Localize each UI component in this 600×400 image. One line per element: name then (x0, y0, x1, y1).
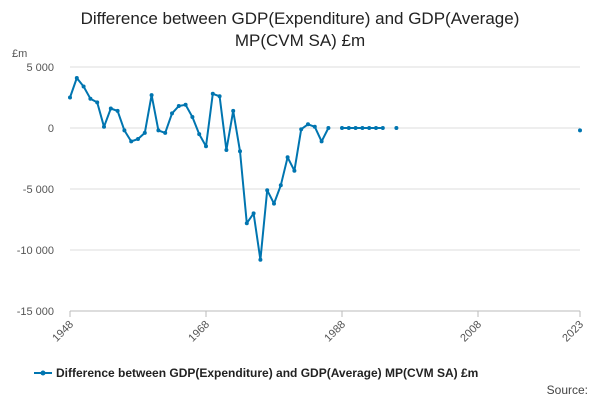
data-point (340, 126, 344, 130)
data-point (115, 108, 120, 113)
data-point (367, 126, 372, 130)
data-point (360, 126, 365, 130)
y-tick-label: 5 000 (26, 62, 54, 74)
x-tick-label: 1948 (50, 319, 76, 345)
data-point (285, 155, 290, 160)
data-point (129, 139, 134, 144)
y-tick-label: -15 000 (17, 306, 54, 318)
data-point (163, 130, 168, 135)
x-tick-label: 1968 (186, 319, 212, 345)
data-point (306, 122, 310, 127)
data-point (258, 257, 263, 262)
data-point (292, 168, 297, 173)
chart-title-line-1: Difference between GDP(Expenditure) and … (80, 9, 520, 28)
data-point (210, 91, 215, 96)
data-point (278, 183, 283, 188)
x-axis: 1948 1968 1988 2008 2023 (50, 310, 586, 345)
data-point (380, 126, 385, 130)
data-point (238, 149, 242, 154)
x-tick-label: 2023 (560, 319, 586, 345)
data-point (122, 128, 127, 133)
y-tick-label: -10 000 (17, 245, 54, 257)
legend[interactable]: Difference between GDP(Expenditure) and … (34, 366, 478, 380)
data-point (149, 93, 154, 98)
data-point (394, 126, 399, 130)
data-point (231, 108, 236, 113)
gridlines (70, 66, 580, 312)
legend-label: Difference between GDP(Expenditure) and … (56, 366, 479, 380)
data-point (183, 102, 188, 107)
chart-title-line-2: MP(CVM SA) £m (234, 31, 366, 50)
data-point (81, 84, 86, 89)
data-point (108, 106, 113, 111)
series-line (69, 77, 330, 261)
source-label: Source: (546, 383, 588, 397)
x-tick-label: 1988 (322, 319, 348, 345)
data-point (272, 201, 276, 206)
data-point (142, 130, 147, 135)
data-point (326, 126, 331, 130)
data-point (176, 104, 181, 108)
data-point (244, 221, 249, 226)
data-point (68, 95, 72, 100)
y-tick-label: 0 (48, 123, 54, 135)
y-axis-ticks: 5 000 0 -5 000 -10 000 -15 000 (17, 62, 54, 318)
y-tick-label: -5 000 (23, 184, 54, 196)
data-point (353, 126, 358, 130)
data-point (312, 124, 317, 129)
data-point (299, 127, 304, 132)
data-point (88, 96, 93, 101)
legend-line-marker (34, 370, 52, 376)
data-point (346, 126, 351, 130)
data-point (578, 128, 582, 133)
data-point (204, 144, 208, 149)
data-point (190, 115, 195, 119)
data-point (170, 111, 174, 116)
series-group (68, 76, 582, 262)
data-point (265, 188, 270, 193)
x-tick-label: 2008 (458, 319, 484, 345)
data-point (197, 132, 202, 137)
chart-title: Difference between GDP(Expenditure) and … (0, 8, 600, 52)
data-point (374, 126, 378, 130)
data-point (224, 148, 229, 152)
data-point (136, 137, 140, 141)
data-point (95, 100, 100, 105)
data-point (319, 139, 324, 144)
data-point (74, 76, 79, 80)
data-point (217, 94, 222, 99)
data-point (156, 128, 161, 133)
y-axis-unit-label: £m (12, 48, 27, 60)
data-point (251, 211, 256, 216)
data-point (102, 124, 106, 129)
